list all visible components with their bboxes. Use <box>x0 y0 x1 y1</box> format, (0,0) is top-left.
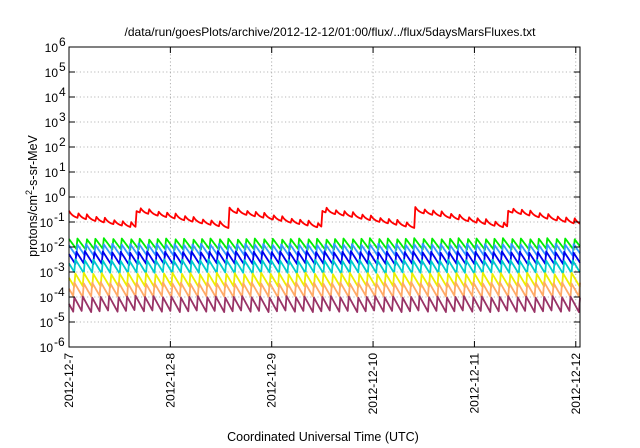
y-tick-label-exponent: 1 <box>59 160 66 174</box>
y-tick-label-base: 10 <box>40 241 54 255</box>
y-tick-label: 10 <box>45 116 59 130</box>
y-axis-label-suffix: -s-sr-MeV <box>26 134 40 190</box>
y-tick-label-base: 10 <box>40 341 54 355</box>
y-tick-label: 10 <box>40 241 54 255</box>
series-line-6 <box>68 281 581 299</box>
series-line-7 <box>68 294 581 313</box>
y-tick-label-exponent: -2 <box>54 235 65 249</box>
series-line-4 <box>68 258 581 275</box>
y-tick-label-exponent: 0 <box>59 185 66 199</box>
y-tick-label-exponent: -3 <box>54 260 65 274</box>
y-tick-label-exponent: 5 <box>59 60 66 74</box>
y-tick-label: 10 <box>45 41 59 55</box>
y-tick-label-base: 10 <box>45 166 59 180</box>
data-series <box>68 206 581 313</box>
x-tick-label: 2012-12-7 <box>62 353 76 408</box>
y-tick-label-exponent: 6 <box>59 35 66 49</box>
y-tick-label: 10 <box>40 316 54 330</box>
y-tick-label: 10 <box>40 341 54 355</box>
y-tick-label: 10 <box>45 66 59 80</box>
y-axis-label: protons/cm2-s-sr-MeV <box>24 134 40 256</box>
y-tick-label-exponent: -1 <box>54 210 65 224</box>
y-tick-label-base: 10 <box>40 216 54 230</box>
y-tick-label: 10 <box>45 91 59 105</box>
y-tick-label-exponent: -4 <box>54 285 65 299</box>
x-axis-label: Coordinated Universal Time (UTC) <box>227 430 419 444</box>
y-tick-label-exponent: -6 <box>54 335 65 349</box>
y-tick-label-exponent: 2 <box>59 135 66 149</box>
y-tick-label-base: 10 <box>45 66 59 80</box>
x-axis-ticks: 2012-12-7 2012-12-8 2012-12-9 2012-12-10 201… <box>62 47 583 414</box>
x-tick-label: 2012-12-8 <box>163 353 177 408</box>
y-tick-label-exponent: 3 <box>59 110 66 124</box>
x-tick-label: 2012-12-11 <box>467 353 481 414</box>
y-tick-label-base: 10 <box>45 191 59 205</box>
y-tick-label-base: 10 <box>40 266 54 280</box>
y-tick-label: 10 <box>40 266 54 280</box>
chart-title: /data/run/goesPlots/archive/2012-12-12/0… <box>125 25 537 39</box>
y-tick-label: 10 <box>45 141 59 155</box>
y-tick-label-base: 10 <box>45 41 59 55</box>
y-tick-label: 10 <box>40 291 54 305</box>
y-axis-label-prefix: protons/cm <box>26 195 40 257</box>
y-tick-label: 10 <box>40 216 54 230</box>
y-tick-label-base: 10 <box>45 116 59 130</box>
y-tick-label-exponent: 4 <box>59 85 66 99</box>
y-tick-label-base: 10 <box>45 91 59 105</box>
x-tick-label: 2012-12-12 <box>569 353 583 415</box>
x-tick-label: 2012-12-10 <box>366 353 380 415</box>
y-tick-label-base: 10 <box>45 141 59 155</box>
y-axis-label-exponent: 2 <box>24 190 34 195</box>
series-line-3 <box>68 250 581 266</box>
y-tick-label: 10 <box>45 191 59 205</box>
y-tick-label-exponent: -5 <box>54 310 65 324</box>
x-tick-label: 2012-12-9 <box>265 353 279 408</box>
series-line-0 <box>68 206 581 229</box>
y-axis-ticks: 10 -610 -510 -410 -310 -210 -110 010 110 210 310 41… <box>40 35 580 355</box>
y-tick-label-base: 10 <box>40 291 54 305</box>
y-tick-label: 10 <box>45 166 59 180</box>
y-tick-label-base: 10 <box>40 316 54 330</box>
